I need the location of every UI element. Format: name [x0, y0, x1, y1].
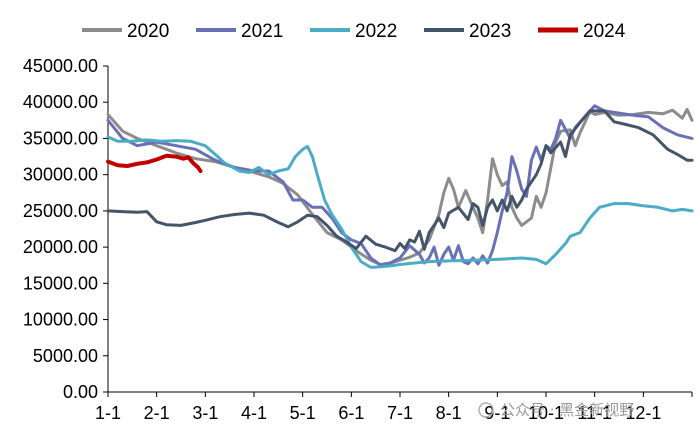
- x-tick-label: 12-1: [625, 403, 661, 423]
- legend-label-2021: 2021: [241, 21, 283, 42]
- x-tick-label: 3-1: [192, 403, 218, 423]
- x-tick-label: 10-1: [528, 403, 564, 423]
- x-tick-label: 7-1: [387, 403, 413, 423]
- y-tick-label: 5000.00: [33, 346, 98, 366]
- x-tick-label: 5-1: [290, 403, 316, 423]
- x-tick-label: 6-1: [338, 403, 364, 423]
- series-group: [106, 104, 694, 269]
- x-tick-label: 9-1: [484, 403, 510, 423]
- y-tick-label: 30000.00: [23, 165, 98, 185]
- series-line-2022: [106, 135, 694, 269]
- y-tick-label: 0.00: [63, 382, 98, 402]
- x-tick-label: 2-1: [144, 403, 170, 423]
- legend-label-2020: 2020: [127, 21, 169, 42]
- y-tick-label: 45000.00: [23, 56, 98, 76]
- legend-label-2023: 2023: [469, 21, 511, 42]
- y-tick-label: 25000.00: [23, 201, 98, 221]
- x-tick-label: 1-1: [95, 403, 121, 423]
- x-tick-label: 11-1: [577, 403, 612, 423]
- x-axis: 1-1 2-1 3-1 4-1 5-1 6-1 7-1 8-1 9-1 10-1 11-1 12-1: [95, 391, 693, 423]
- y-tick-label: 15000.00: [23, 273, 98, 293]
- series-line-2021: [106, 104, 694, 267]
- x-tick-label: 8-1: [436, 403, 462, 423]
- y-tick-label: 35000.00: [23, 128, 98, 148]
- series-line-2024: [106, 153, 203, 173]
- series-line-2020: [106, 108, 694, 266]
- legend-label-2022: 2022: [355, 21, 397, 42]
- y-tick-label: 40000.00: [23, 92, 98, 112]
- y-axis: 0.00 5000.00 10000.00 15000.00 20000.00 25000…: [23, 56, 109, 402]
- x-tick-label: 4-1: [241, 403, 267, 423]
- legend: 2020 2021 2022 2023 2024: [82, 21, 626, 42]
- y-tick-label: 10000.00: [23, 310, 98, 330]
- series-line-2023: [106, 109, 694, 253]
- legend-label-2024: 2024: [583, 21, 626, 42]
- wechat-icon: [478, 402, 494, 418]
- watermark-text: 公众号 · 黑金新视野: [500, 401, 634, 419]
- y-tick-label: 20000.00: [23, 237, 98, 257]
